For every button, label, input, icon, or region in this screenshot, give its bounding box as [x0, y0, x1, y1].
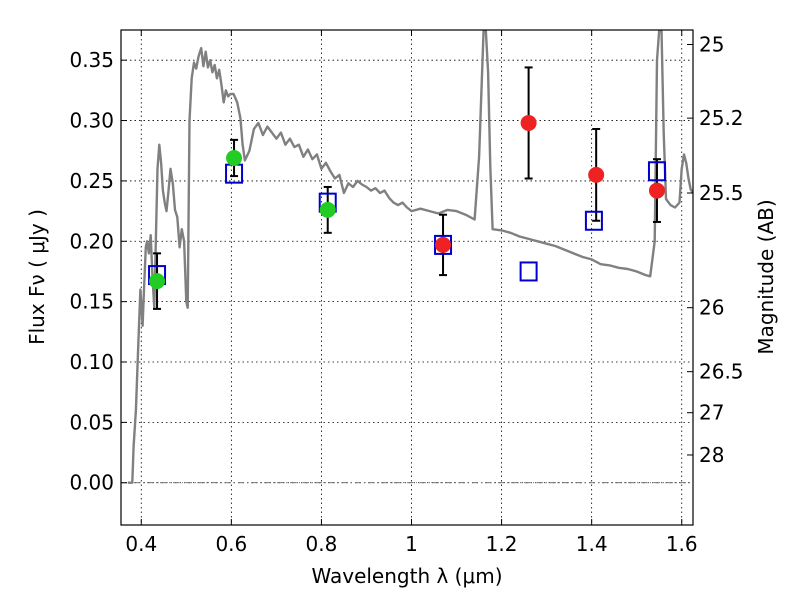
plot-background: [121, 30, 693, 525]
x-tick-label: 1.4: [576, 532, 608, 556]
photometry-point: [520, 114, 537, 131]
tick-labels: 0.4 0.6 0.8 1 1.2 1.4 1.6 0.00 0.05 0.10 0.15 0.20 0…: [69, 32, 743, 556]
model-square-marker: [647, 161, 666, 182]
y2-axis-title: Magnitude (AB): [754, 199, 778, 354]
model-square-marker: [584, 210, 603, 231]
y-axis-title: Flux Fν ( μJy ): [25, 209, 49, 345]
photometry-point: [648, 182, 665, 199]
y-tick-label: 0.25: [69, 169, 114, 193]
photometry-point: [149, 273, 166, 290]
y2-tick-label: 27: [699, 401, 724, 425]
y2-tick-label: 25.5: [699, 181, 744, 205]
y-tick-label: 0.30: [69, 109, 114, 133]
x-axis-title: Wavelength λ (μm): [311, 564, 502, 588]
y-tick-label: 0.10: [69, 350, 114, 374]
photometry-point: [588, 166, 605, 183]
y-tick-label: 0.15: [69, 290, 114, 314]
y2-tick-label: 25: [699, 32, 724, 56]
y2-tick-label: 26.5: [699, 360, 744, 384]
photometry-point: [435, 236, 452, 253]
plot-frame: [120, 29, 694, 526]
x-tick-label: 1: [405, 532, 418, 556]
ticks: [121, 30, 693, 525]
y-tick-label: 0.00: [69, 471, 114, 495]
spectrum-line: [127, 30, 693, 484]
y-tick-label: 0.05: [69, 410, 114, 434]
y-tick-label: 0.35: [69, 48, 114, 72]
x-tick-label: 0.4: [125, 532, 157, 556]
y-tick-label: 0.20: [69, 229, 114, 253]
grid: [121, 30, 693, 525]
x-tick-label: 1.2: [486, 532, 518, 556]
y2-tick-label: 26: [699, 296, 724, 320]
y2-tick-label: 25.2: [699, 106, 744, 130]
x-tick-label: 0.8: [306, 532, 338, 556]
series-layer: [127, 30, 693, 484]
photometry-point: [319, 201, 336, 218]
photometry-point: [226, 149, 243, 166]
model-square-marker: [519, 261, 538, 282]
y2-tick-label: 28: [699, 443, 724, 467]
x-tick-label: 0.6: [215, 532, 247, 556]
x-tick-label: 1.6: [666, 532, 698, 556]
